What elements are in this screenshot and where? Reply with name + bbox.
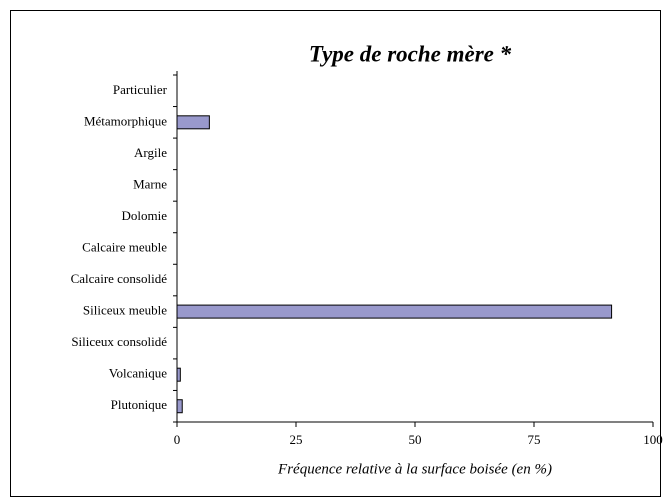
y-tick-label: Calcaire meuble: [82, 239, 167, 254]
y-tick-label: Plutonique: [111, 397, 168, 412]
x-tick-label: 75: [528, 432, 541, 447]
bar: [176, 399, 183, 414]
x-tick-label: 0: [174, 432, 181, 447]
x-tick-label: 25: [290, 432, 303, 447]
x-tick-label: 50: [409, 432, 422, 447]
bar: [176, 367, 181, 382]
x-axis-label: Fréquence relative à la surface boisée (…: [277, 461, 552, 477]
y-tick-label: Dolomie: [122, 208, 168, 223]
y-tick-label: Métamorphique: [84, 113, 167, 128]
y-tick-label: Argile: [134, 145, 167, 160]
y-tick-label: Particulier: [113, 82, 168, 97]
y-tick-label: Siliceux meuble: [83, 303, 167, 318]
y-tick-label: Volcanique: [109, 366, 167, 381]
y-tick-label: Calcaire consolidé: [71, 271, 168, 286]
frame: [10, 10, 661, 497]
x-tick-label: 100: [643, 432, 663, 447]
chart-title: Type de roche mère *: [309, 41, 512, 66]
y-tick-label: Marne: [133, 176, 167, 191]
bar: [176, 115, 210, 130]
y-tick-label: Siliceux consolidé: [71, 334, 167, 349]
bar: [176, 304, 613, 319]
